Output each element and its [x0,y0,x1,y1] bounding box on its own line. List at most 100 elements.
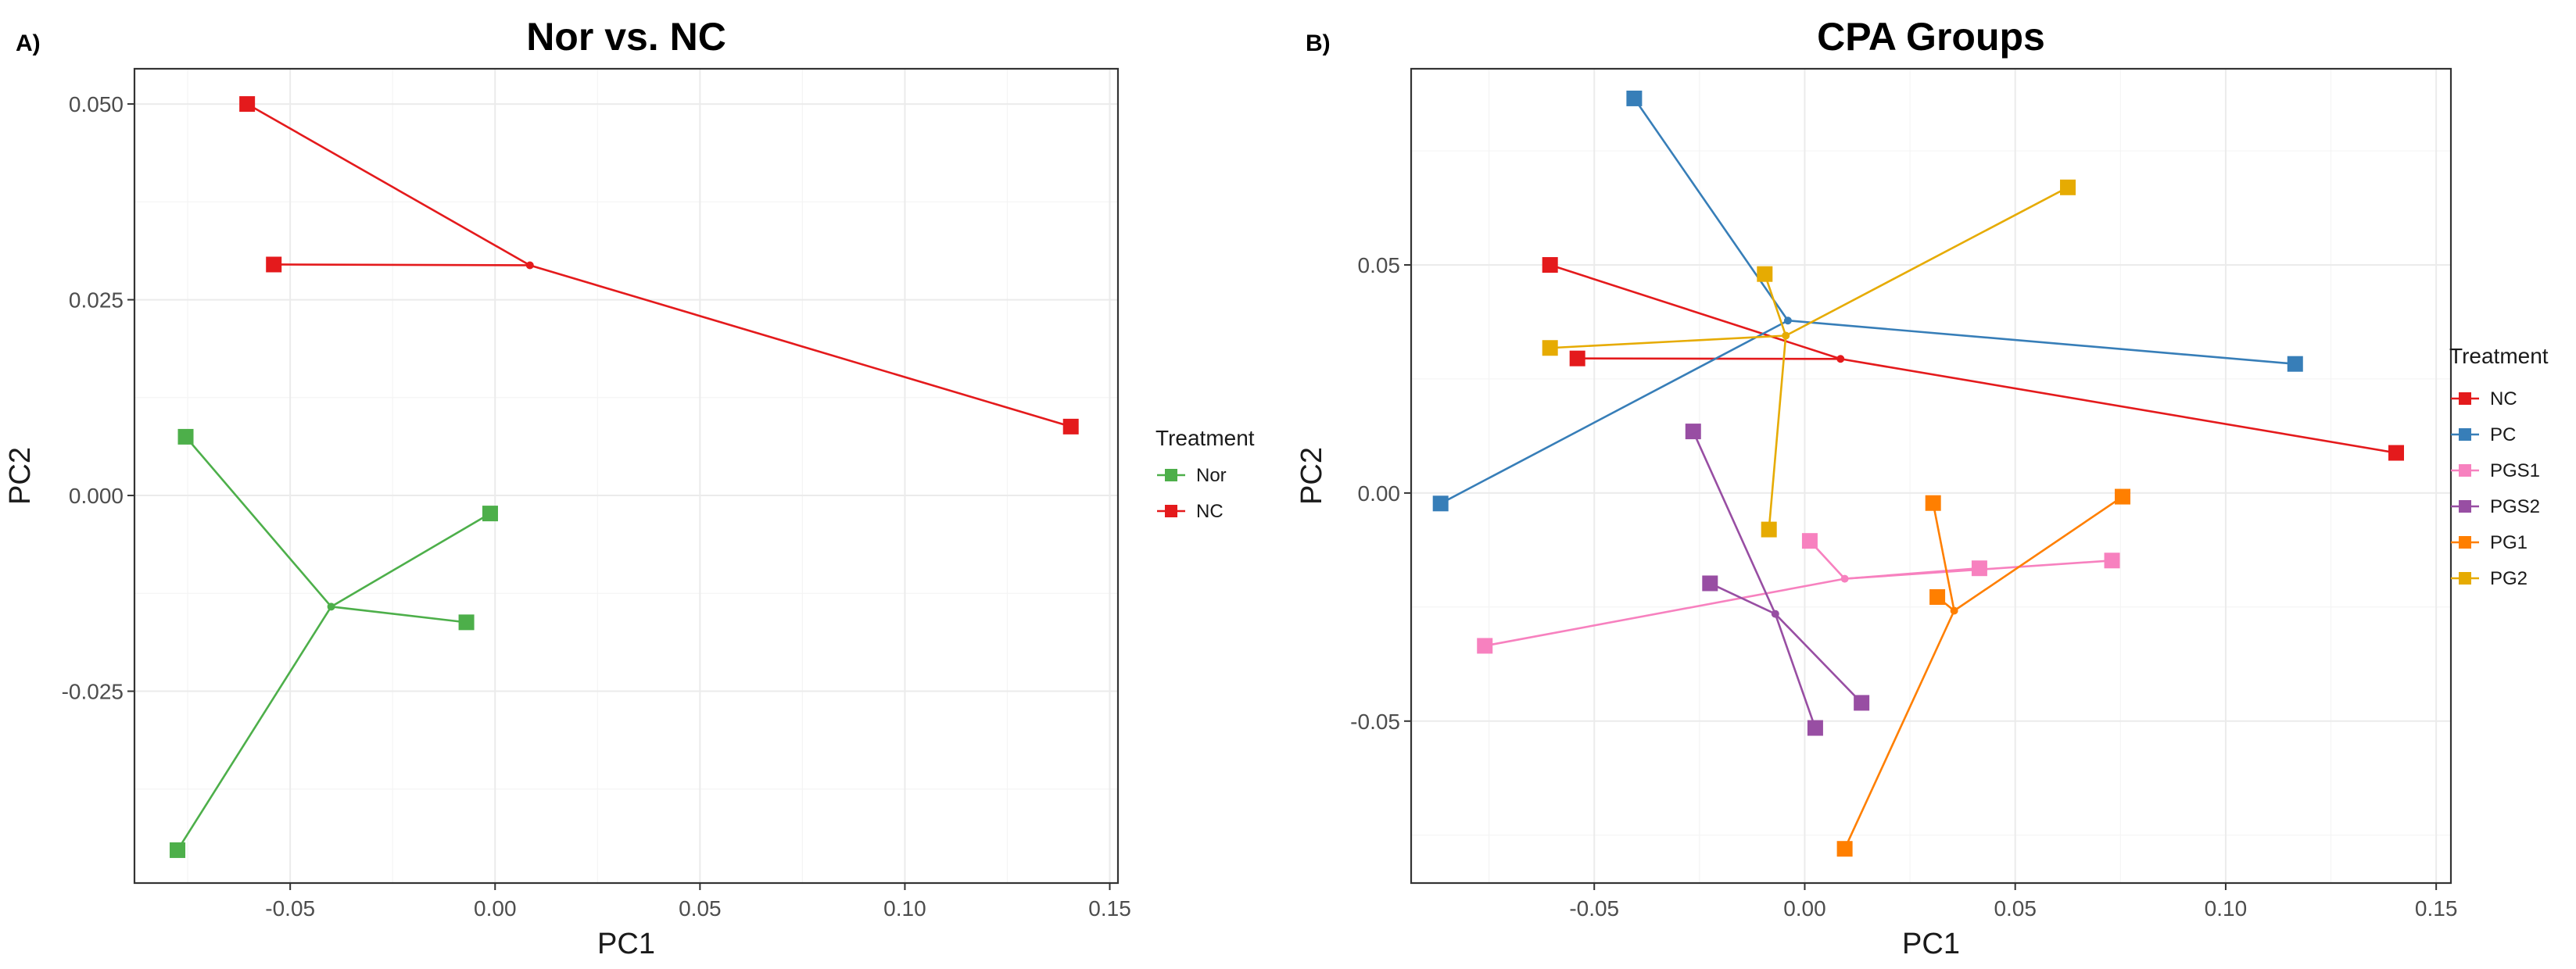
data-point [177,428,194,445]
centroid-point [525,261,534,270]
data-point [1925,495,1941,511]
data-point [1685,424,1701,440]
data-point [2104,552,2120,569]
legend-title: Treatment [2449,344,2549,368]
y-tick-label: -0.025 [62,680,124,704]
x-tick-label: 0.00 [1783,896,1826,921]
x-tick-label: -0.05 [1569,896,1619,921]
legend-item-pgs2: PGS2 [2451,496,2540,517]
spoke-line [185,436,332,608]
legend-item-pg2: PG2 [2451,568,2528,589]
data-point [1761,521,1777,538]
plot-background [1411,69,2451,883]
data-point [1929,588,1946,605]
data-point [1757,266,1773,282]
series-pc [1432,90,2303,512]
spoke-line [1484,577,1845,647]
spoke-line [1440,320,1789,505]
plot-background [134,69,1118,883]
spoke-line [1764,274,1787,336]
data-point [1477,638,1493,654]
data-point [1836,841,1853,857]
spoke-line [1932,502,1955,611]
legend-label: PGS2 [2490,496,2540,517]
data-point [1542,340,1558,356]
x-axis-title: PC1 [1902,928,1960,960]
data-point [2060,179,2076,195]
legend-item-nor: Nor [1157,465,1227,486]
spoke-line [246,102,531,266]
y-tick-label: 0.050 [69,92,124,116]
x-tick-label: 0.10 [2205,896,2248,921]
spoke-line [1785,186,2069,337]
legend-key-marker [2459,536,2471,549]
data-point [1062,418,1079,434]
x-tick-label: 0.10 [883,896,926,921]
data-point [1854,695,1870,711]
spoke-line [1633,98,1789,321]
legend-key-marker [2459,500,2471,513]
legend-item-pgs1: PGS1 [2451,460,2540,481]
legend-label: NC [1196,501,1224,522]
data-point [266,256,282,273]
x-tick-label: 0.05 [1994,896,2037,921]
legend-title: Treatment [1155,426,1255,450]
centroid-point [327,602,335,611]
legend-label: PC [2490,424,2516,445]
spoke-line [330,512,491,608]
legend-key-marker [1165,469,1177,481]
x-tick-label: 0.15 [1088,896,1131,921]
grid [1411,69,2451,883]
spoke-line [1774,613,1817,728]
spoke-line [1787,319,2295,365]
centroid-point [1840,574,1849,583]
spoke-line [529,264,1072,428]
data-point [2115,488,2130,505]
spoke-line [1840,357,2397,454]
data-point [1801,533,1818,549]
spoke-line [1843,610,1955,849]
centroid-point [1783,316,1792,325]
centroid-point [1836,355,1845,363]
data-point [1626,90,1643,106]
legend-key-marker [1165,505,1177,517]
series-pg2 [1542,179,2076,538]
series-nc [1542,257,2404,461]
y-tick-label: 0.025 [69,288,124,313]
data-point [1807,720,1823,736]
y-tick-label: 0.05 [1358,253,1401,277]
plot-frame [1410,67,2452,885]
centroid-point [1782,331,1790,340]
spoke-line [1709,582,1776,615]
legend-label: PGS1 [2490,460,2540,481]
spoke-line [331,606,467,624]
x-tick-label: 0.05 [679,896,722,921]
y-tick-label: 0.00 [1358,481,1401,506]
data-point [170,842,186,858]
centroid-point [1950,606,1958,615]
plot-frame [133,67,1120,885]
panel-a: -0.05 0.00 0.05 0.10 0.15 -0.025 0.000 0.025 0.0… [4,15,1255,960]
data-point [1432,495,1449,512]
x-tick-label: -0.05 [265,896,315,921]
chart-title: CPA Groups [1817,15,2045,59]
data-point [482,506,498,522]
legend-label: PG1 [2490,532,2528,553]
data-point [1971,560,1987,577]
panel-label: A) [16,30,41,56]
x-tick-label: 0.00 [474,896,517,921]
series-pg1 [1836,488,2130,857]
legend-key-marker [2459,464,2471,477]
legend-label: Nor [1196,465,1227,486]
data-point [2388,445,2404,461]
spoke-line [1692,431,1776,615]
spoke-line [1550,263,1841,360]
data-point [239,96,256,113]
chart-title: Nor vs. NC [526,15,726,59]
x-tick-label: 0.15 [2415,896,2458,921]
spoke-line [176,606,332,851]
legend-key-marker [2459,428,2471,441]
legend-label: NC [2490,388,2517,409]
